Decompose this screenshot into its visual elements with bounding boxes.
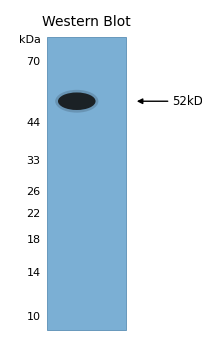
- Text: 14: 14: [26, 268, 40, 278]
- Text: 22: 22: [26, 209, 40, 219]
- Text: 26: 26: [26, 187, 40, 197]
- Text: 18: 18: [26, 235, 40, 245]
- Text: 70: 70: [26, 57, 40, 67]
- Text: 52kDa: 52kDa: [172, 95, 202, 108]
- Text: 33: 33: [26, 156, 40, 165]
- Text: Western Blot: Western Blot: [42, 15, 130, 29]
- Text: 44: 44: [26, 118, 40, 128]
- Text: kDa: kDa: [19, 35, 40, 45]
- Ellipse shape: [58, 92, 95, 110]
- Text: 10: 10: [26, 311, 40, 321]
- Ellipse shape: [55, 90, 98, 113]
- Bar: [46, 37, 125, 330]
